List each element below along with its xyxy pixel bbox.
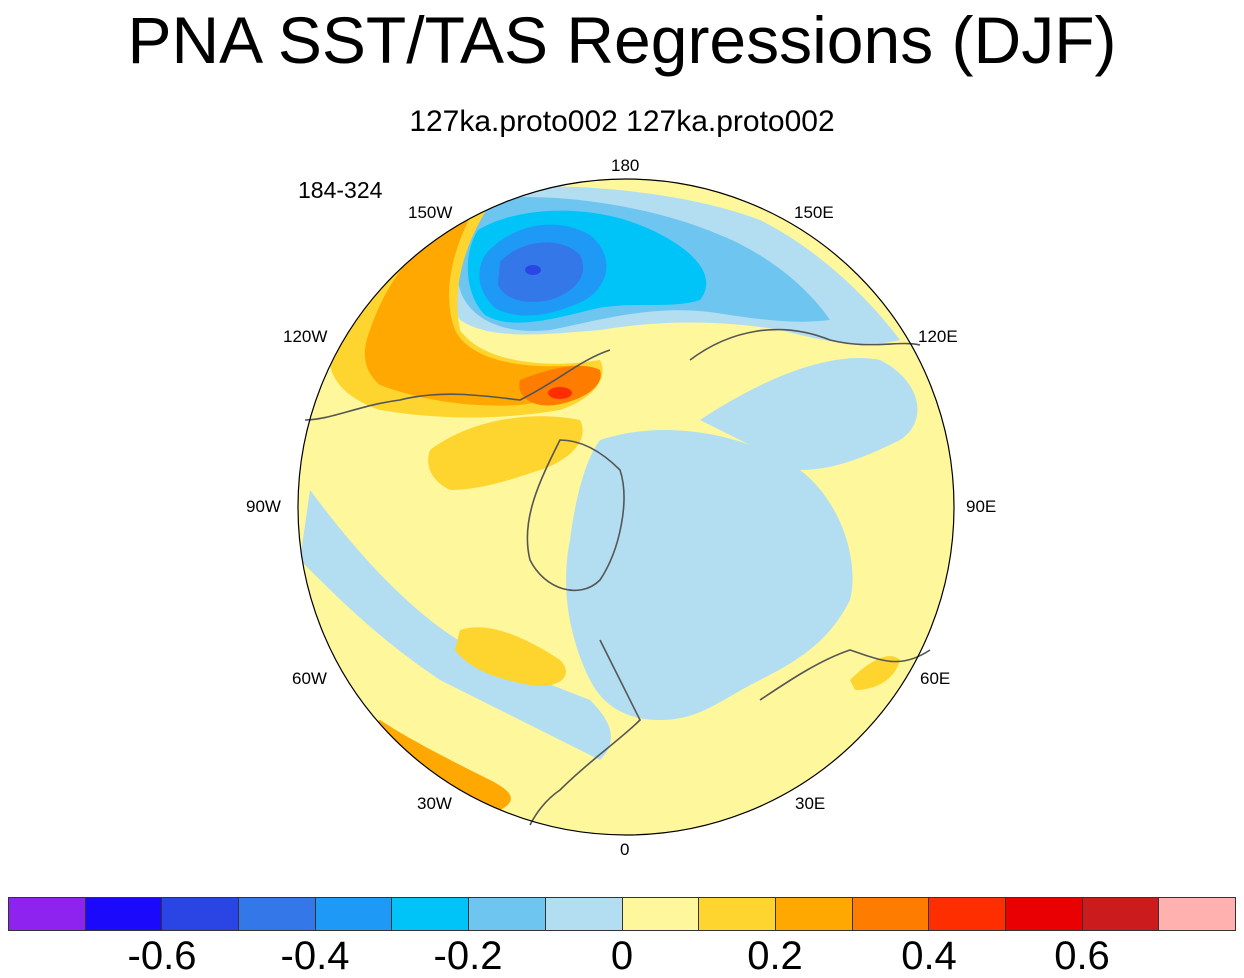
lon-label-120w: 120W: [283, 327, 328, 346]
colorbar-swatch: [392, 898, 470, 930]
pacific-cool-center: [525, 265, 541, 275]
colorbar-swatch: [929, 898, 1006, 930]
coastline-greenland: [526, 439, 625, 592]
colorbar-swatch: [162, 898, 240, 930]
colorbar-tick-label: 0.6: [1054, 934, 1110, 978]
lon-label-150w: 150W: [408, 203, 453, 222]
lon-label-30e: 30E: [795, 794, 826, 813]
colorbar-swatch: [1082, 898, 1160, 930]
colorbar-swatch: [469, 898, 546, 930]
colorbar-tick-label: 0: [610, 934, 634, 978]
lon-label-0: 0: [620, 840, 630, 859]
lon-label-120e: 120E: [918, 327, 958, 346]
coastline-north-america: [304, 349, 611, 421]
plot-title: PNA SST/TAS Regressions (DJF): [127, 3, 1117, 77]
map-boundary: [297, 178, 955, 836]
northwest-pacific-warm-peak: [548, 387, 572, 399]
coastline-europe-africa: [529, 639, 641, 826]
lon-label-180: 180: [611, 156, 640, 175]
colorbar-tick-label: -0.6: [127, 934, 197, 978]
colorbar-swatch: [315, 898, 393, 930]
lon-label-90w: 90W: [246, 497, 281, 516]
colorbar-tick-label: 0.2: [747, 934, 803, 978]
lon-label-60e: 60E: [920, 669, 951, 688]
colorbar-swatch: [699, 898, 776, 930]
years-label: 184-324: [298, 177, 383, 203]
north-america-warm-region: [428, 416, 583, 490]
colorbar-swatch: [85, 898, 163, 930]
eurasia-cool-region: [700, 358, 918, 470]
pacific-cool-core: [498, 242, 584, 302]
colorbar-tick-label: 0.4: [901, 934, 957, 978]
northwest-pacific-warm-core: [519, 365, 601, 406]
lon-label-150e: 150E: [794, 203, 834, 222]
atlantic-warm-patch: [455, 627, 566, 686]
colorbar-swatch: [1159, 898, 1235, 930]
lon-label-60w: 60W: [292, 669, 327, 688]
colorbar-swatch: [9, 898, 86, 930]
india-warm-patch: [850, 656, 900, 690]
atlantic-cool-band: [300, 490, 611, 760]
colorbar-swatch: [622, 898, 700, 930]
lon-label-90e: 90E: [966, 497, 997, 516]
colorbar-swatch: [852, 898, 930, 930]
colorbar-swatch: [1005, 898, 1083, 930]
colorbar-swatch: [545, 898, 623, 930]
map-fields: [298, 179, 954, 835]
lon-label-30w: 30W: [417, 794, 452, 813]
colorbar-tick-label: -0.4: [280, 934, 350, 978]
coastline-south-asia: [759, 649, 931, 701]
colorbar-swatch: [239, 898, 316, 930]
coastlines: [304, 328, 931, 826]
north-atlantic-cool-region: [566, 430, 853, 720]
colorbar-swatch: [775, 898, 853, 930]
coastline-eurasia: [689, 328, 921, 361]
colorbar: [8, 897, 1236, 931]
colorbar-tick-label: -0.2: [433, 934, 503, 978]
plot-subtitle: 127ka.proto002 127ka.proto002: [409, 105, 835, 138]
